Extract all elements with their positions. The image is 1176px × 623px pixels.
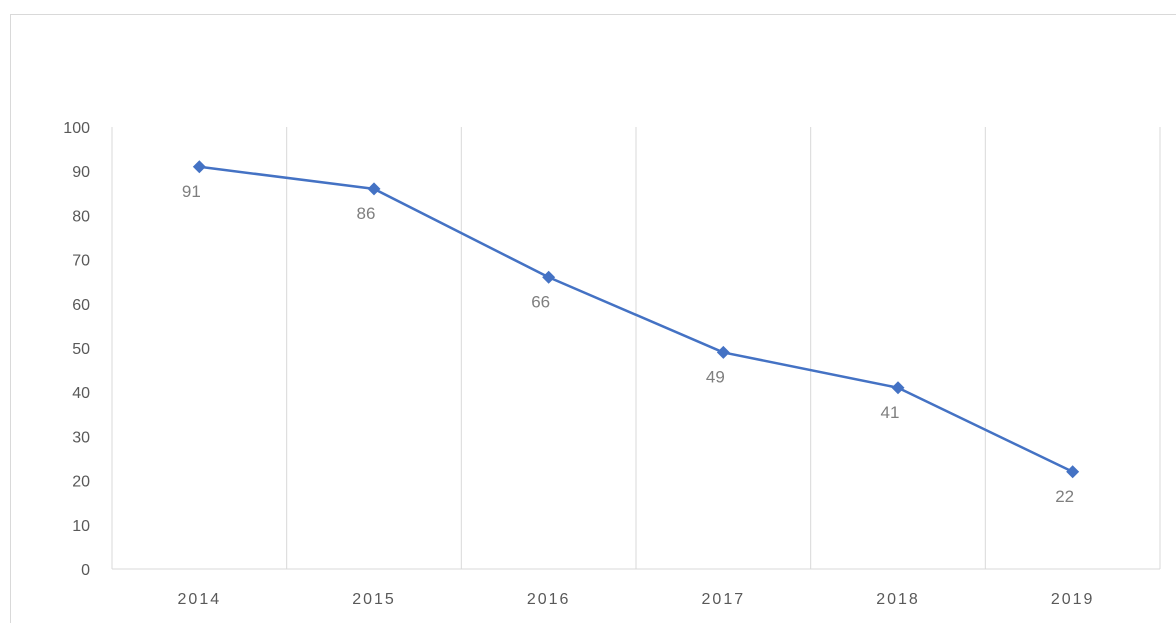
data-label: 66 bbox=[531, 292, 550, 311]
y-tick-label: 50 bbox=[72, 341, 90, 358]
gridlines bbox=[286, 127, 1161, 569]
y-tick-label: 0 bbox=[81, 562, 90, 579]
data-label: 86 bbox=[357, 204, 376, 223]
data-label: 49 bbox=[706, 367, 725, 386]
y-tick-label: 40 bbox=[72, 385, 90, 402]
x-tick-label: 2016 bbox=[527, 591, 571, 608]
y-tick-label: 60 bbox=[72, 297, 90, 314]
y-axis-ticks: 0 10 20 30 40 50 60 70 80 90 100 bbox=[63, 120, 90, 579]
y-tick-label: 30 bbox=[72, 429, 90, 446]
y-tick-label: 90 bbox=[72, 164, 90, 181]
y-tick-label: 10 bbox=[72, 518, 90, 535]
y-tick-label: 20 bbox=[72, 474, 90, 491]
marker-layer bbox=[192, 160, 1080, 479]
x-axis-ticks: 2014 2015 2016 2017 2018 2019 bbox=[178, 591, 1095, 608]
data-point-marker bbox=[891, 381, 905, 395]
data-point-marker bbox=[716, 345, 730, 359]
x-tick-label: 2014 bbox=[178, 591, 222, 608]
x-tick-label: 2015 bbox=[352, 591, 396, 608]
data-label: 41 bbox=[881, 403, 900, 422]
axes bbox=[111, 127, 1160, 570]
chart-frame bbox=[10, 14, 1176, 623]
data-labels: 91 86 66 49 41 22 bbox=[182, 182, 1074, 506]
y-tick-label: 100 bbox=[63, 120, 90, 137]
data-point-marker bbox=[1066, 465, 1080, 479]
data-label: 91 bbox=[182, 182, 201, 201]
x-tick-label: 2018 bbox=[876, 591, 920, 608]
data-point-marker bbox=[192, 160, 206, 174]
y-tick-label: 80 bbox=[72, 208, 90, 225]
data-point-marker bbox=[542, 270, 556, 284]
data-label: 22 bbox=[1055, 487, 1074, 506]
x-tick-label: 2019 bbox=[1051, 591, 1095, 608]
series-layer bbox=[199, 165, 1074, 473]
data-point-marker bbox=[367, 182, 381, 196]
y-tick-label: 70 bbox=[72, 253, 90, 270]
x-tick-label: 2017 bbox=[702, 591, 746, 608]
series-line bbox=[199, 165, 1074, 473]
